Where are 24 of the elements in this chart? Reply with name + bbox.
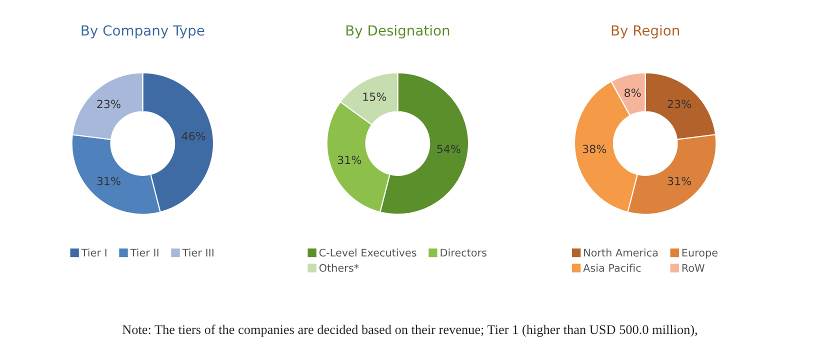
chart-title: By Designation — [346, 24, 450, 38]
legend-label: Directors — [440, 248, 486, 257]
legend-label: Asia Pacific — [583, 264, 641, 272]
data-label: 31% — [338, 156, 362, 164]
legend-label: Tier II — [130, 248, 158, 257]
legend-label: Tier III — [182, 248, 214, 257]
chart-title: By Region — [612, 24, 680, 38]
data-label: 8% — [624, 88, 641, 97]
legend-label: North America — [584, 248, 658, 257]
text: Note: The tiers of the companies are decided based on their revenue; Tier 1 (higher than USD 500.0 million), — [122, 324, 698, 337]
data-label: 23% — [97, 100, 120, 108]
data-label: 46% — [182, 132, 206, 140]
data-label: 54% — [437, 144, 460, 154]
chart-title: By Company Type — [82, 25, 204, 38]
data-label: 15% — [363, 92, 386, 101]
data-label: 31% — [668, 176, 692, 186]
data-label: 31% — [97, 176, 120, 186]
legend-label: Others* — [319, 264, 359, 272]
legend-label: Europe — [682, 248, 718, 259]
data-label: 23% — [668, 100, 692, 108]
data-label: 38% — [582, 144, 606, 154]
legend-label: C-Level Executives — [319, 248, 416, 257]
legend-label: RoW — [682, 264, 704, 272]
legend-label: Tier I — [81, 248, 106, 257]
